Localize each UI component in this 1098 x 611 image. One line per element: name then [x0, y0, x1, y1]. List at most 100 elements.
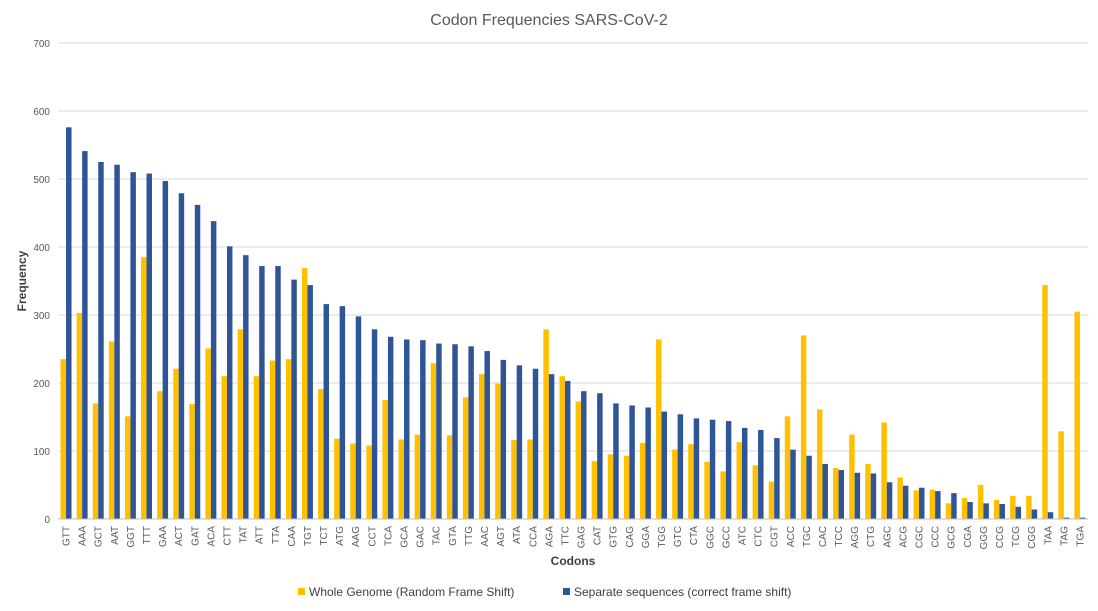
- bar-separate-sequences-cgg: [1031, 509, 1038, 519]
- bar-separate-sequences-agg: [854, 472, 861, 519]
- bar-whole-genome-agc: [881, 422, 887, 519]
- bar-separate-sequences-tac: [436, 343, 442, 519]
- bar-whole-genome-atg: [334, 438, 340, 519]
- bar-separate-sequences-gtc: [677, 414, 684, 519]
- bar-separate-sequences-aga: [548, 374, 555, 519]
- bar-separate-sequences-gta: [452, 344, 458, 519]
- x-tick-label: TGT: [303, 526, 314, 546]
- bar-separate-sequences-gct: [98, 162, 104, 519]
- x-tick-label: ACG: [898, 526, 909, 548]
- legend-label-whole-genome: Whole Genome (Random Frame Shift): [309, 585, 514, 599]
- bar-separate-sequences-tat: [243, 255, 249, 519]
- bar-separate-sequences-atg: [339, 306, 346, 519]
- x-tick-label: TCA: [383, 526, 394, 546]
- x-tick-label: TAA: [1043, 526, 1054, 545]
- bar-separate-sequences-tgg: [661, 411, 667, 519]
- bar-separate-sequences-aac: [484, 351, 490, 519]
- x-tick-label: TAT: [239, 526, 250, 543]
- bar-whole-genome-gac: [414, 434, 421, 519]
- bar-separate-sequences-agc: [886, 482, 893, 519]
- bar-whole-genome-gtt: [60, 359, 67, 519]
- y-tick-label: 300: [33, 311, 50, 322]
- x-tick-label: GTA: [448, 526, 459, 546]
- bar-whole-genome-cct: [366, 445, 372, 519]
- x-tick-label: CTG: [866, 526, 877, 547]
- bar-whole-genome-cta: [688, 444, 694, 519]
- bar-separate-sequences-tgt: [307, 285, 313, 519]
- x-tick-label: CCA: [528, 526, 539, 547]
- x-tick-label: CGG: [1027, 526, 1038, 549]
- x-tick-label: GGC: [705, 526, 716, 549]
- y-tick-label: 100: [33, 447, 50, 458]
- bar-separate-sequences-acg: [902, 485, 909, 519]
- bar-whole-genome-gaa: [157, 391, 163, 519]
- bar-separate-sequences-ggt: [130, 172, 136, 519]
- bar-separate-sequences-tcc: [838, 470, 845, 519]
- bar-whole-genome-ttt: [141, 257, 147, 519]
- x-tick-label: GAG: [577, 526, 588, 548]
- bar-separate-sequences-atc: [741, 427, 748, 519]
- x-tick-label: CTA: [689, 526, 700, 546]
- bar-separate-sequences-att: [259, 266, 265, 519]
- bar-separate-sequences-aca: [210, 221, 217, 519]
- bar-whole-genome-gca: [398, 439, 405, 519]
- x-axis-ticks: GTT AAA GCT AAT GGT TTT GAA ACT GAT ACA CTT TAT ATT T…: [62, 526, 1087, 550]
- x-tick-label: GTC: [673, 526, 684, 547]
- x-tick-label: TGA: [1075, 526, 1086, 547]
- bar-whole-genome-tcc: [833, 468, 839, 519]
- bar-whole-genome-cat: [591, 461, 598, 519]
- x-tick-label: CAA: [287, 526, 298, 547]
- bar-whole-genome-tta: [269, 360, 276, 519]
- bar-whole-genome-acg: [897, 477, 903, 519]
- legend: Whole Genome (Random Frame Shift) Separa…: [298, 585, 791, 599]
- x-tick-label: GCG: [947, 526, 958, 549]
- x-tick-label: CCT: [367, 526, 378, 547]
- x-tick-label: GAC: [416, 526, 427, 548]
- x-tick-label: CCC: [931, 526, 942, 548]
- bar-separate-sequences-ggc: [709, 419, 716, 519]
- bar-whole-genome-tgg: [656, 339, 662, 519]
- x-tick-label: CTC: [754, 526, 765, 547]
- bar-separate-sequences-cgt: [774, 438, 780, 519]
- bar-separate-sequences-gcc: [725, 421, 732, 519]
- bars: [60, 127, 1086, 520]
- chart-title: Codon Frequencies SARS-CoV-2: [430, 12, 668, 29]
- bar-whole-genome-aag: [350, 443, 356, 519]
- bar-whole-genome-cgg: [1026, 495, 1032, 519]
- bar-whole-genome-caa: [285, 359, 292, 519]
- bar-whole-genome-gag: [575, 401, 582, 519]
- bar-separate-sequences-taa: [1047, 512, 1054, 519]
- x-tick-label: GCC: [721, 526, 732, 548]
- bar-whole-genome-gtc: [672, 449, 678, 519]
- bar-whole-genome-tgt: [301, 268, 308, 519]
- bar-separate-sequences-gat: [194, 204, 201, 519]
- bar-separate-sequences-ata: [516, 365, 523, 519]
- bar-separate-sequences-cga: [967, 502, 973, 519]
- x-tick-label: TCC: [834, 526, 845, 547]
- bar-whole-genome-aaa: [76, 312, 83, 519]
- bar-whole-genome-tat: [237, 329, 244, 519]
- bar-whole-genome-ttc: [559, 376, 565, 519]
- y-tick-label: 500: [33, 175, 50, 186]
- bar-separate-sequences-tcg: [1015, 506, 1022, 519]
- x-tick-label: TGC: [802, 526, 813, 547]
- bar-whole-genome-agg: [849, 434, 855, 519]
- bar-whole-genome-aac: [479, 374, 485, 519]
- x-tick-label: GGT: [126, 526, 137, 548]
- bar-whole-genome-cga: [961, 497, 968, 519]
- y-tick-label: 700: [33, 39, 50, 50]
- bar-separate-sequences-gac: [420, 340, 426, 519]
- x-tick-label: TAG: [1059, 526, 1070, 546]
- bar-whole-genome-gcg: [945, 503, 952, 519]
- bar-separate-sequences-tgc: [806, 455, 812, 519]
- x-tick-label: CGA: [963, 526, 974, 548]
- bar-separate-sequences-gca: [404, 339, 410, 519]
- bar-whole-genome-ccg: [994, 499, 1000, 519]
- y-tick-label: 0: [44, 515, 50, 526]
- legend-swatch-separate-sequences: [563, 588, 570, 595]
- x-tick-label: CTT: [222, 526, 233, 545]
- bar-whole-genome-tgc: [800, 335, 807, 519]
- bar-separate-sequences-ttg: [468, 346, 474, 519]
- bar-separate-sequences-cct: [371, 329, 378, 519]
- bar-separate-sequences-cca: [532, 368, 539, 519]
